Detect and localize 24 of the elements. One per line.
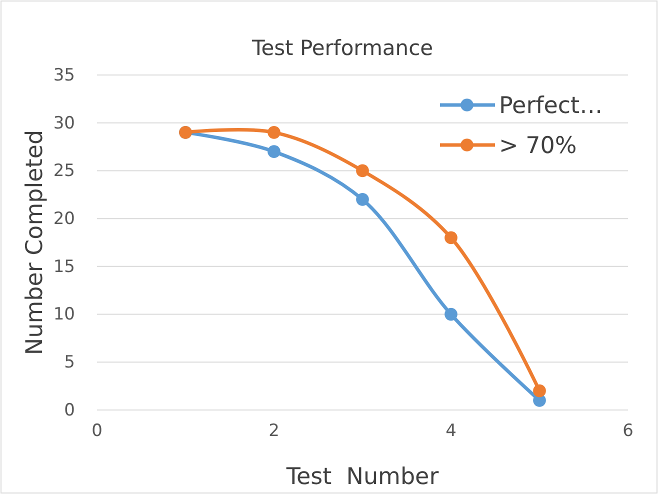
y-tick-label: 15 [53,256,75,277]
x-axis-title: Test Number [285,464,440,490]
y-tick-label: 0 [64,400,75,420]
point [356,164,369,178]
y-tick-label: 5 [64,352,75,373]
y-tick-label: 10 [53,304,75,325]
y-tick-label: 20 [53,209,75,230]
chart-title: Test Performance [250,36,434,60]
x-tick-label: 0 [92,421,102,442]
y-tick-label: 35 [53,65,75,86]
point [268,145,280,158]
legend-label: > 70% [499,133,577,159]
point [444,231,458,244]
y-tick-label: 30 [53,113,75,134]
x-tick-label: 6 [622,421,634,442]
point [268,126,280,139]
y-axis-title: Number Completed [22,130,48,356]
point [533,384,546,398]
y-tick-label: 25 [53,161,75,182]
point [444,308,458,321]
x-tick-label: 4 [446,421,456,442]
point [356,193,369,206]
legend-label: Perfect… [499,93,603,119]
x-tick-label: 2 [268,421,280,442]
